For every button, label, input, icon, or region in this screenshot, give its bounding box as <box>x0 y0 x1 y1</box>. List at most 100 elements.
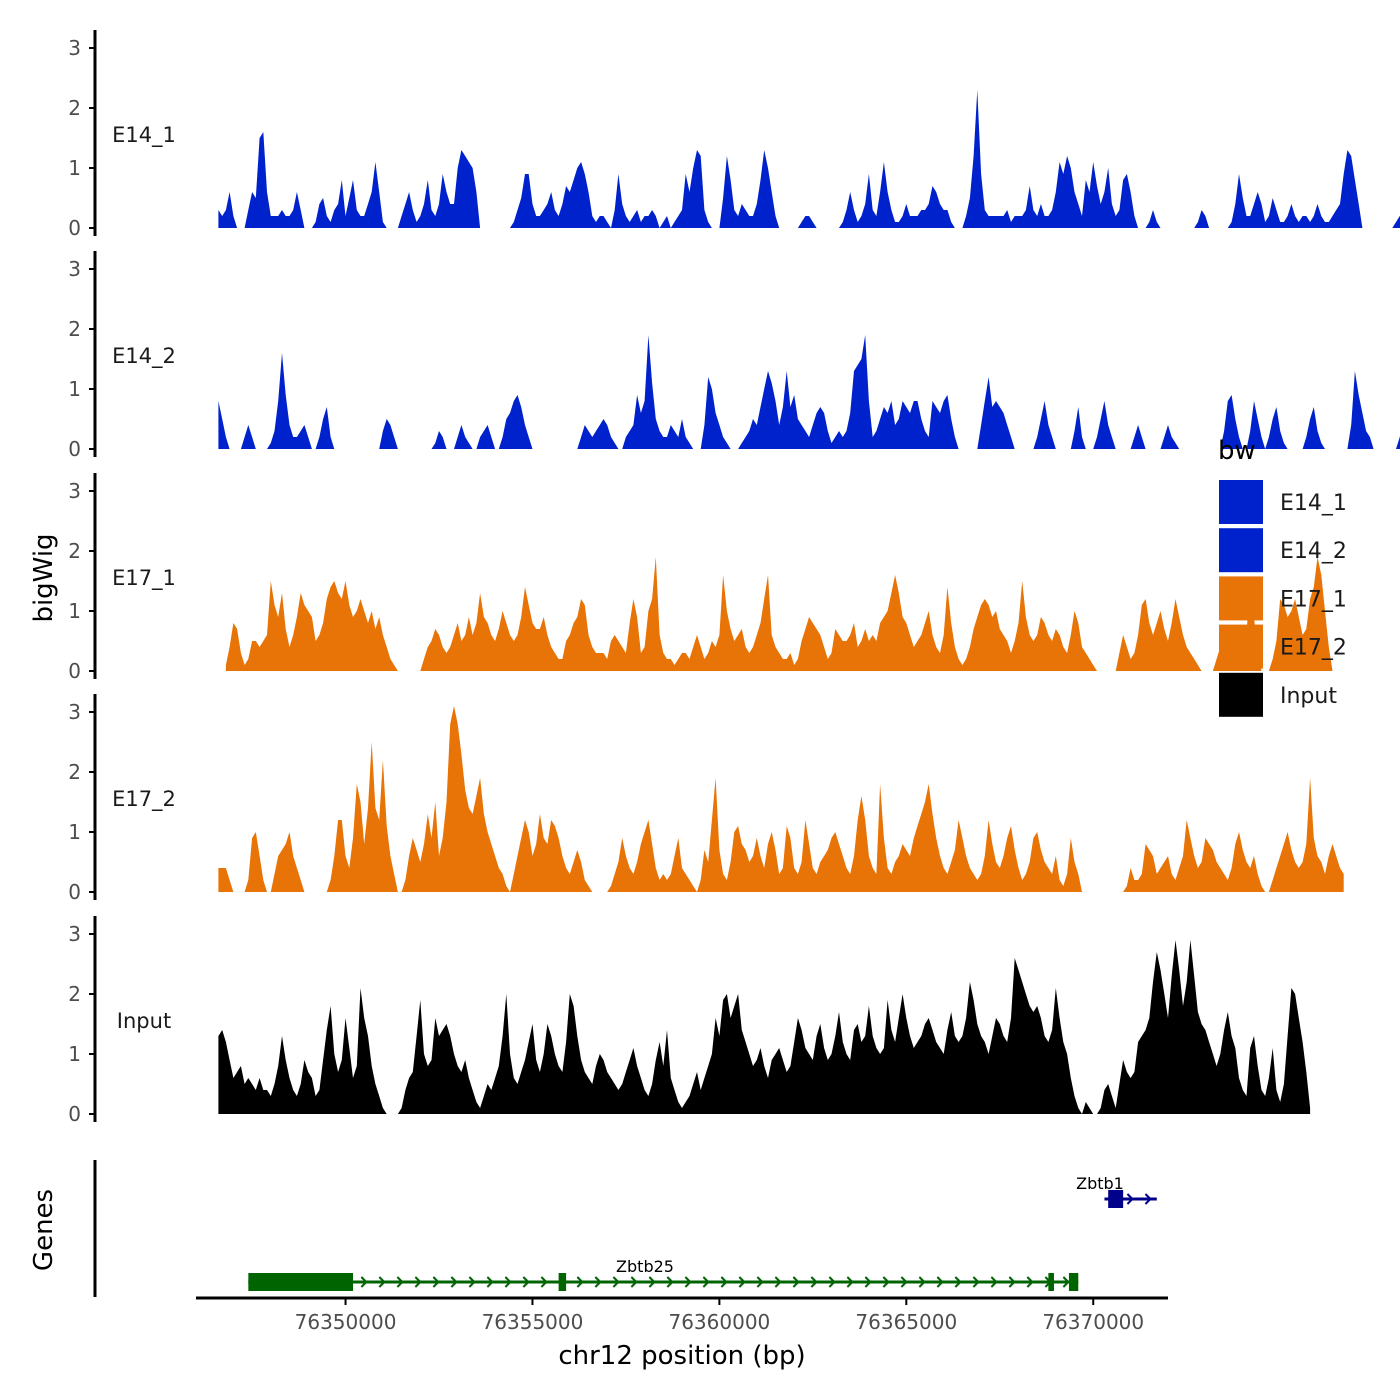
track-E17_2: 0 1 2 3 E17_2 <box>68 694 1344 904</box>
strand-chevron <box>450 1276 458 1288</box>
y-tick-label: 0 <box>68 659 81 683</box>
y-tick-label: 0 <box>68 216 81 240</box>
strand-chevron <box>792 1276 800 1288</box>
track-label-E14_1: E14_1 <box>112 123 176 148</box>
legend-label-Input: Input <box>1280 684 1337 709</box>
legend-swatch-E14_1 <box>1219 480 1263 524</box>
exon <box>1108 1190 1124 1208</box>
signal-tracks: 0 1 2 3 E14_1 0 1 2 3 E14_2 0 1 2 3 E17_1 0 1 2 3 E17_2 0 1 2 3… <box>68 30 1400 1126</box>
strand-chevron <box>720 1276 728 1288</box>
strand-chevron <box>1144 1193 1152 1205</box>
strand-chevron <box>630 1276 638 1288</box>
strand-chevron <box>486 1276 494 1288</box>
strand-chevron <box>702 1276 710 1288</box>
strand-chevron <box>360 1276 368 1288</box>
y-tick-label: 3 <box>68 700 81 724</box>
exon <box>558 1273 567 1291</box>
y-tick-label: 2 <box>68 96 81 120</box>
x-tick-label: 76365000 <box>855 1310 957 1334</box>
strand-chevron <box>576 1276 584 1288</box>
signal-area-E17_2 <box>218 706 1344 892</box>
strand-chevron <box>918 1276 926 1288</box>
y-tick-label: 2 <box>68 982 81 1006</box>
strand-chevron <box>990 1276 998 1288</box>
genes-panel: Zbtb25 Zbtb1 <box>93 1160 1157 1297</box>
y-tick-label: 3 <box>68 36 81 60</box>
signal-area-Input <box>218 940 1311 1114</box>
y-tick-label: 1 <box>68 1042 81 1066</box>
strand-chevron <box>774 1276 782 1288</box>
track-label-E17_2: E17_2 <box>112 787 176 812</box>
legend-label-E14_2: E14_2 <box>1280 539 1347 564</box>
strand-chevron <box>396 1276 404 1288</box>
strand-chevron <box>972 1276 980 1288</box>
strand-chevron <box>810 1276 818 1288</box>
y-tick-label: 3 <box>68 257 81 281</box>
strand-chevron <box>828 1276 836 1288</box>
signal-area-E17_1 <box>225 557 1333 671</box>
signal-area-E14_1 <box>218 90 1400 228</box>
y-tick-label: 3 <box>68 479 81 503</box>
strand-chevron <box>666 1276 674 1288</box>
strand-chevron <box>1026 1276 1034 1288</box>
strand-chevron <box>954 1276 962 1288</box>
y-tick-label: 1 <box>68 599 81 623</box>
y-tick-label: 0 <box>68 437 81 461</box>
strand-chevron <box>432 1276 440 1288</box>
track-label-Input: Input <box>117 1009 171 1033</box>
strand-chevron <box>648 1276 656 1288</box>
y-tick-label: 2 <box>68 317 81 341</box>
strand-chevron <box>864 1276 872 1288</box>
gene-Zbtb1: Zbtb1 <box>1076 1174 1157 1208</box>
strand-chevron <box>1062 1276 1070 1288</box>
x-tick-label: 76350000 <box>295 1310 397 1334</box>
y-tick-label: 0 <box>68 1102 81 1126</box>
strand-chevron <box>594 1276 602 1288</box>
y-tick-label: 3 <box>68 922 81 946</box>
y-tick-label: 2 <box>68 760 81 784</box>
legend: bw E14_1 E14_2 E17_1 E17_2 Input <box>1218 436 1347 717</box>
strand-chevron <box>684 1276 692 1288</box>
legend-label-E17_2: E17_2 <box>1280 636 1347 661</box>
strand-chevron <box>936 1276 944 1288</box>
strand-chevron <box>1126 1193 1134 1205</box>
x-axis: 76350000 76355000 76360000 76365000 76370000 <box>196 1296 1168 1334</box>
y-tick-label: 1 <box>68 156 81 180</box>
strand-chevron <box>468 1276 476 1288</box>
strand-chevron <box>738 1276 746 1288</box>
genes-axis-title: Genes <box>29 1189 59 1271</box>
strand-chevron <box>540 1276 548 1288</box>
x-axis-title: chr12 position (bp) <box>558 1341 805 1371</box>
strand-chevron <box>900 1276 908 1288</box>
track-E14_1: 0 1 2 3 E14_1 <box>68 30 1400 240</box>
gene-Zbtb25: Zbtb25 <box>248 1257 1079 1291</box>
x-tick-label: 76355000 <box>482 1310 584 1334</box>
track-E17_1: 0 1 2 3 E17_1 <box>68 473 1333 683</box>
x-tick-label: 76360000 <box>668 1310 770 1334</box>
y-tick-label: 1 <box>68 377 81 401</box>
legend-swatch-E14_2 <box>1219 528 1263 573</box>
exon <box>1048 1273 1054 1291</box>
exon <box>248 1273 354 1291</box>
strand-chevron <box>378 1276 386 1288</box>
legend-swatch-E17_1 <box>1219 576 1263 621</box>
exon <box>1068 1273 1079 1291</box>
legend-swatch-E17_2 <box>1219 624 1263 669</box>
legend-swatch-Input <box>1219 672 1263 717</box>
x-tick-label: 76370000 <box>1042 1310 1144 1334</box>
strand-chevron <box>522 1276 530 1288</box>
track-E14_2: 0 1 2 3 E14_2 <box>68 251 1400 461</box>
strand-chevron <box>504 1276 512 1288</box>
y-tick-label: 0 <box>68 880 81 904</box>
legend-title: bw <box>1218 436 1256 466</box>
track-Input: 0 1 2 3 Input <box>68 916 1311 1126</box>
gene-label-Zbtb25: Zbtb25 <box>616 1257 674 1276</box>
signal-area-E14_2 <box>218 335 1400 449</box>
legend-label-E14_1: E14_1 <box>1280 491 1347 516</box>
strand-chevron <box>756 1276 764 1288</box>
y-tick-label: 1 <box>68 820 81 844</box>
strand-chevron <box>1008 1276 1016 1288</box>
strand-chevron <box>846 1276 854 1288</box>
y-tick-label: 2 <box>68 539 81 563</box>
